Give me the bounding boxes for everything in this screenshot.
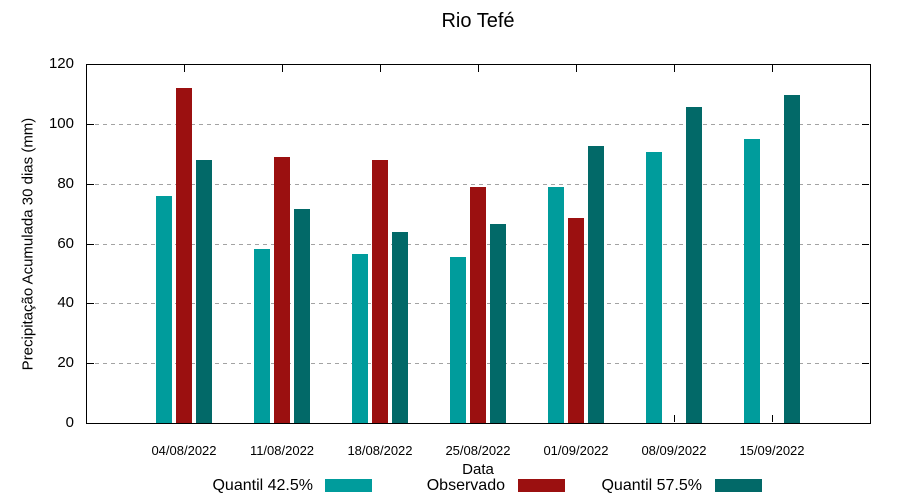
x-tick-top	[576, 65, 577, 72]
x-axis-label: Data	[462, 461, 494, 478]
bar-quantil-42-5--0	[156, 196, 172, 423]
legend-label-observado: Observado	[426, 477, 505, 494]
bar-quantil-42-5--5	[646, 152, 662, 423]
y-tick-right	[862, 303, 869, 305]
bar-quantil-57-5--1	[294, 209, 310, 423]
x-tick-label: 04/08/2022	[151, 443, 217, 458]
x-tick-top	[380, 65, 381, 72]
y-tick-left	[87, 123, 94, 125]
x-tick-top	[478, 65, 479, 72]
y-tick-right	[862, 363, 869, 365]
y-tick-label: 0	[65, 414, 74, 431]
bar-quantil-57-5--2	[392, 232, 408, 423]
y-tick-left	[87, 363, 94, 365]
x-tick-label: 15/09/2022	[739, 443, 805, 458]
y-tick-right	[862, 123, 869, 125]
x-tick-label: 01/09/2022	[543, 443, 609, 458]
x-tick-label: 18/08/2022	[347, 443, 413, 458]
x-tick-label: 25/08/2022	[445, 443, 511, 458]
y-axis-label: Precipitação Acumulada 30 dias (mm)	[19, 117, 37, 371]
y-tick-right	[862, 183, 869, 185]
y-tick-left	[87, 183, 94, 185]
y-tick-label: 120	[48, 55, 74, 72]
y-tick-label: 100	[48, 114, 74, 132]
bar-quantil-42-5--1	[254, 249, 270, 423]
y-tick-label: 20	[57, 354, 74, 372]
bar-quantil-42-5--3	[450, 257, 466, 423]
x-tick-label: 11/08/2022	[249, 443, 315, 458]
legend-swatch-quantil-42-5	[325, 479, 372, 492]
bar-quantil-57-5--3	[490, 224, 506, 423]
plot-area-border	[86, 64, 871, 424]
bar-observado-3	[470, 187, 486, 423]
bar-observado-0	[176, 88, 192, 423]
x-tick-top	[674, 65, 675, 72]
chart-title: Rio Tefé	[441, 10, 515, 32]
legend-swatch-observado	[518, 479, 565, 492]
bar-quantil-57-5--5	[686, 107, 702, 423]
bar-quantil-57-5--4	[588, 146, 604, 423]
bar-observado-2	[372, 160, 388, 423]
y-tick-right	[862, 243, 869, 245]
bar-observado-1	[274, 157, 290, 423]
gridline	[87, 183, 869, 185]
y-tick-label: 40	[57, 294, 74, 312]
x-tick-top	[184, 65, 185, 72]
legend-label-quantil-57-5: Quantil 57.5%	[601, 477, 702, 494]
x-tick-top	[772, 65, 773, 72]
x-tick-bottom	[772, 415, 773, 422]
legend-label-quantil-42-5: Quantil 42.5%	[212, 477, 313, 494]
x-tick-label: 08/09/2022	[641, 443, 707, 458]
y-tick-label: 80	[57, 174, 74, 192]
bar-quantil-42-5--6	[744, 139, 760, 423]
y-tick-left	[87, 303, 94, 305]
x-tick-bottom	[674, 415, 675, 422]
legend-swatch-quantil-57-5	[715, 479, 762, 492]
bar-quantil-57-5--0	[196, 160, 212, 423]
bar-quantil-42-5--2	[352, 254, 368, 423]
gridline	[87, 123, 869, 125]
bar-quantil-57-5--6	[784, 95, 800, 423]
x-tick-top	[282, 65, 283, 72]
y-tick-left	[87, 243, 94, 245]
bar-quantil-42-5--4	[548, 187, 564, 423]
y-tick-label: 60	[57, 234, 74, 252]
bar-observado-4	[568, 218, 584, 423]
